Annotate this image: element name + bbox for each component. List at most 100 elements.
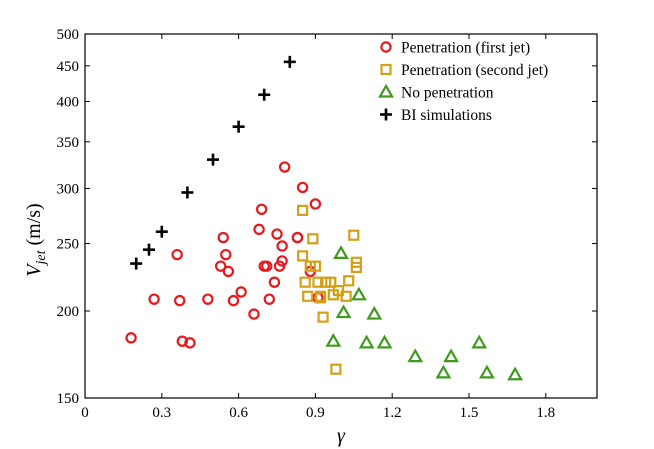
data-point-triangle (435, 364, 452, 379)
data-point-triangle (407, 348, 424, 363)
data-point-circle (253, 223, 265, 236)
data-point-triangle (325, 332, 342, 347)
plot-area (125, 55, 523, 381)
data-point-triangle (351, 286, 367, 301)
data-point-plus (130, 257, 143, 270)
data-point-triangle (471, 334, 488, 349)
x-axis: 0 0.3 0.6 0.9 1.2 1.5 1.8 (81, 34, 555, 421)
y-axis: 150 200 250 300 350 400 450 500 (57, 27, 597, 407)
data-point-circle (174, 294, 186, 307)
data-point-square (302, 290, 314, 302)
legend-label: Penetration (second jet) (401, 62, 548, 79)
data-point-triangle (366, 305, 383, 320)
y-axis-label: Vjet (m/s) (23, 203, 49, 276)
data-point-circle (276, 255, 288, 267)
series-triangle (325, 245, 523, 381)
y-tick-label: 500 (57, 27, 80, 43)
data-point-triangle (507, 366, 523, 381)
plot-frame (84, 33, 598, 399)
x-tick-label: 1.8 (536, 405, 555, 421)
legend-marker-triangle (378, 83, 394, 98)
data-point-circle (276, 240, 288, 252)
data-point-circle (184, 337, 196, 349)
x-tick-label: 0 (81, 405, 89, 421)
data-point-circle (309, 198, 322, 210)
y-tick-label: 200 (57, 304, 80, 320)
legend-label: BI simulations (401, 107, 492, 124)
y-tick-label: 450 (57, 59, 80, 75)
data-point-circle (171, 248, 183, 261)
data-point-square (350, 261, 362, 274)
x-tick-label: 0.9 (306, 405, 325, 421)
y-tick-label: 150 (57, 391, 80, 407)
data-point-square (314, 292, 327, 304)
data-point-square (317, 311, 329, 323)
data-point-circle (217, 231, 229, 244)
data-point-circle (271, 228, 283, 240)
y-tick-label: 350 (57, 135, 80, 151)
x-tick-label: 1.5 (460, 405, 479, 421)
data-point-circle (227, 294, 240, 307)
data-point-plus (207, 153, 219, 166)
series-circle (125, 161, 324, 349)
data-point-circle (268, 276, 281, 288)
legend-marker-square (380, 63, 392, 76)
x-axis-label: γ (337, 425, 346, 447)
x-tick-label: 0.3 (152, 405, 171, 421)
legend-label: Penetration (first jet) (401, 40, 530, 57)
data-point-circle (220, 248, 232, 261)
data-point-square (312, 276, 324, 288)
data-point-plus (143, 243, 155, 256)
data-point-plus (258, 88, 271, 101)
data-point-square (299, 276, 311, 288)
data-point-circle (248, 308, 260, 320)
data-point-circle (291, 231, 304, 244)
data-point-square (343, 275, 355, 287)
data-point-triangle (479, 364, 495, 379)
legend-marker-circle (380, 41, 392, 53)
data-point-plus (232, 120, 245, 133)
data-point-plus (181, 186, 194, 199)
y-axis-label-unit: (m/s) (23, 203, 45, 250)
data-point-circle (235, 286, 247, 298)
legend-label: No penetration (401, 85, 494, 102)
y-tick-label: 300 (57, 181, 80, 197)
data-point-circle (148, 293, 160, 305)
legend: Penetration (first jet) Penetration (seco… (378, 40, 548, 124)
y-tick-label: 400 (57, 94, 80, 110)
data-point-circle (222, 265, 235, 278)
y-axis-label-subscript: jet (34, 249, 49, 266)
data-point-square (332, 284, 345, 297)
data-point-triangle (335, 304, 352, 319)
data-point-triangle (443, 348, 459, 363)
data-point-circle (255, 203, 268, 215)
data-point-triangle (358, 334, 375, 349)
data-point-square (307, 233, 319, 245)
data-point-triangle (376, 334, 393, 349)
data-point-circle (125, 332, 137, 344)
legend-marker-plus (380, 108, 392, 121)
data-point-circle (261, 260, 273, 272)
data-point-square (348, 229, 360, 241)
data-point-square (309, 260, 321, 272)
data-point-circle (263, 293, 276, 305)
data-point-square (297, 204, 309, 216)
data-point-plus (283, 55, 296, 68)
data-point-square (325, 276, 337, 288)
data-point-circle (296, 181, 309, 194)
x-tick-label: 1.2 (383, 405, 402, 421)
data-point-square (297, 250, 309, 262)
data-point-circle (278, 161, 291, 173)
series-plus (130, 55, 296, 270)
data-point-square (330, 363, 342, 375)
x-tick-label: 0.6 (229, 405, 248, 421)
data-point-circle (176, 335, 188, 347)
data-point-circle (202, 293, 214, 305)
y-axis-label-main: V (23, 262, 45, 277)
data-point-triangle (333, 245, 349, 259)
y-tick-label: 250 (57, 237, 80, 253)
data-point-circle (214, 260, 227, 272)
data-point-plus (155, 225, 168, 238)
series-square (297, 204, 362, 375)
